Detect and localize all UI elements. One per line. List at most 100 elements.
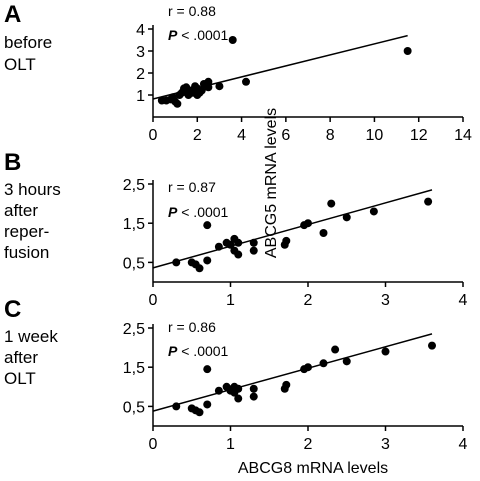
panel-b-data-point bbox=[195, 264, 204, 273]
panel-c-condition-line-3: OLT bbox=[4, 369, 36, 388]
y-axis-title: ABCG5 mRNA levels bbox=[263, 108, 280, 258]
panel-a-data-point bbox=[204, 83, 213, 92]
panel-c-data-point bbox=[203, 365, 212, 374]
panel-c-data-point bbox=[342, 357, 351, 366]
panel-b-condition-line-4: fusion bbox=[4, 243, 49, 262]
panel-c-data-point bbox=[381, 347, 390, 356]
panel-a-data-point bbox=[403, 47, 412, 55]
panel-a-data-point bbox=[197, 86, 206, 95]
panel-b-y-tick-label: 0,5 bbox=[123, 255, 145, 272]
panel-b-data-point bbox=[203, 256, 212, 265]
panel-a-x-tick-label: 8 bbox=[326, 127, 335, 144]
panel-a-data-point bbox=[228, 36, 237, 44]
panel-b-x-tick-label: 1 bbox=[226, 292, 235, 309]
panel-a-condition-line-1: before bbox=[4, 33, 52, 52]
panel-a-r-value: r = 0.88 bbox=[168, 3, 216, 19]
panel-c-x-tick-label: 4 bbox=[459, 436, 468, 453]
panel-c-data-point bbox=[282, 380, 291, 389]
panel-b-x-tick-label: 3 bbox=[381, 292, 390, 309]
panel-b-data-point bbox=[234, 238, 243, 247]
panel-b-data-point bbox=[249, 246, 258, 255]
panel-c-data-point bbox=[331, 345, 340, 354]
panel-a-y-tick-label: 3 bbox=[136, 44, 145, 61]
panel-b-data-point bbox=[327, 199, 336, 208]
panel-c-plot: 0 1 2 3 4 0,5 1,5 2,5 r = 0.86 P < .0001 bbox=[123, 319, 468, 453]
panel-c-data-point bbox=[249, 392, 258, 401]
panel-c-data-point bbox=[249, 384, 258, 393]
panel-a-x-tick-label: 14 bbox=[454, 127, 472, 144]
panel-b-data-point bbox=[214, 242, 223, 251]
panel-a-data-point bbox=[242, 77, 250, 86]
panel-c-data-point bbox=[234, 394, 243, 403]
panel-a-y-tick-label: 2 bbox=[136, 66, 145, 83]
panel-a-letter: A bbox=[4, 1, 21, 28]
panel-c-regression-line bbox=[152, 333, 433, 412]
panel-a-x-tick-label: 0 bbox=[149, 127, 158, 144]
panel-b-y-tick-label: 2,5 bbox=[123, 177, 145, 194]
panel-b-x-tick-label: 0 bbox=[149, 292, 158, 309]
panel-b-data-point bbox=[249, 238, 258, 247]
panel-c-condition-line-1: 1 week bbox=[4, 327, 58, 346]
panel-b-data-point bbox=[234, 250, 243, 259]
panel-b-data-point bbox=[282, 236, 291, 245]
panel-b-plot: 0 1 2 3 4 0,5 1,5 2,5 r = 0.87 P < .0001 bbox=[123, 177, 468, 309]
panel-b-y-tick-label: 1,5 bbox=[123, 216, 145, 233]
panel-c-data-point bbox=[203, 400, 212, 409]
panel-c-r-value: r = 0.86 bbox=[168, 319, 216, 335]
panel-c-x-tick-label: 0 bbox=[149, 436, 158, 453]
panel-a-p-symbol: P bbox=[168, 27, 178, 43]
panel-b-regression-line bbox=[152, 189, 433, 269]
panel-a-data-point bbox=[215, 82, 224, 91]
panel-b-data-point bbox=[342, 213, 351, 222]
panel-b-data-point bbox=[319, 229, 328, 237]
panel-b-condition-line-1: 3 hours bbox=[4, 180, 61, 199]
panel-c-x-tick-label: 2 bbox=[304, 436, 313, 453]
panel-b-x-tick-label: 4 bbox=[459, 292, 468, 309]
panel-b-r-value: r = 0.87 bbox=[168, 179, 216, 195]
panel-c-data-point bbox=[195, 408, 204, 417]
panel-a-x-tick-label: 6 bbox=[281, 127, 290, 144]
panel-b-p-symbol: P bbox=[168, 204, 178, 220]
panel-a-x-tick-label: 12 bbox=[410, 127, 428, 144]
panel-c-data-point bbox=[172, 402, 181, 411]
panel-b-data-point bbox=[226, 240, 235, 249]
panel-b-p-threshold: < .0001 bbox=[177, 204, 228, 220]
panel-b-x-tick-label: 2 bbox=[304, 292, 313, 309]
panel-b-data-point bbox=[172, 258, 181, 267]
panel-c-data-point bbox=[304, 363, 312, 372]
panel-c-y-tick-label: 0,5 bbox=[123, 399, 145, 416]
panel-c-p-symbol: P bbox=[168, 343, 178, 359]
panel-c-x-tick-label: 1 bbox=[226, 436, 235, 453]
panel-c-letter: C bbox=[4, 296, 21, 323]
panel-b-condition-line-2: after bbox=[4, 201, 38, 220]
panel-a-y-tick-label: 4 bbox=[136, 22, 145, 39]
panel-a-p-value: P < .0001 bbox=[168, 27, 229, 43]
panel-c-y-tick-label: 2,5 bbox=[123, 321, 145, 338]
panel-a-data-point bbox=[173, 99, 182, 108]
panel-c-p-value: P < .0001 bbox=[168, 343, 229, 359]
panel-b-p-value: P < .0001 bbox=[168, 204, 229, 220]
panel-b-letter: B bbox=[4, 149, 21, 176]
panel-a-x-tick-label: 2 bbox=[193, 127, 202, 144]
panel-b-data-point bbox=[369, 207, 378, 216]
panel-c-data-point bbox=[428, 341, 436, 350]
panel-b-data-point bbox=[304, 219, 312, 228]
panel-a-y-tick-label: 1 bbox=[136, 88, 145, 105]
panel-c-data-point bbox=[319, 359, 328, 368]
panel-a-x-tick-label: 4 bbox=[237, 127, 246, 144]
panel-a-p-threshold: < .0001 bbox=[177, 27, 228, 43]
panel-b-data-point bbox=[203, 221, 212, 230]
panel-b-condition-line-3: reper- bbox=[4, 222, 49, 241]
panel-c-data-point bbox=[234, 384, 243, 393]
panel-a-x-tick-label: 10 bbox=[366, 127, 384, 144]
panel-a-condition-line-2: OLT bbox=[4, 55, 36, 74]
panel-c-data-point bbox=[214, 386, 223, 395]
panel-c-x-tick-label: 3 bbox=[381, 436, 390, 453]
panel-c-p-threshold: < .0001 bbox=[177, 343, 228, 359]
panel-b-data-point bbox=[424, 197, 433, 206]
panel-a-data-point bbox=[204, 77, 213, 86]
x-axis-title: ABCG8 mRNA levels bbox=[238, 460, 388, 477]
